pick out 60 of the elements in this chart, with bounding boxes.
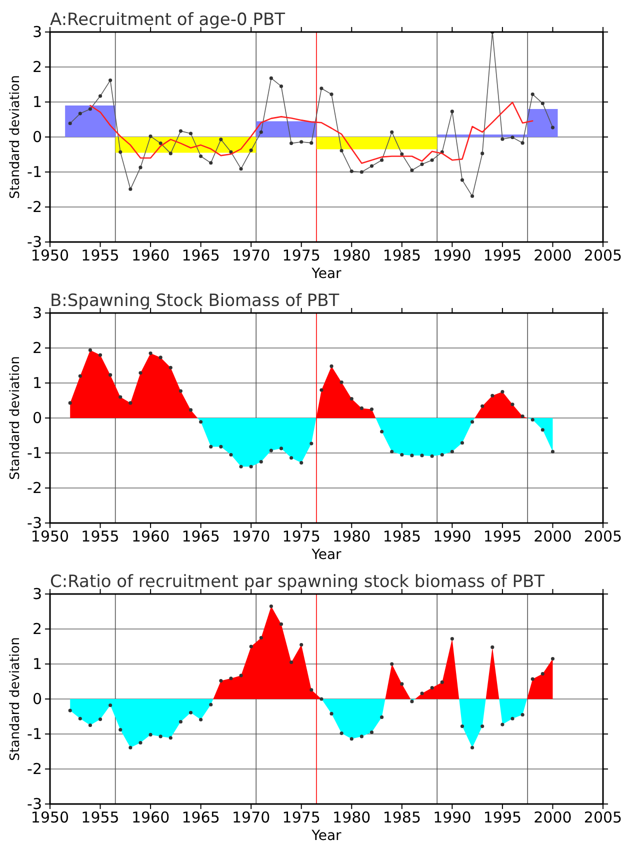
x-axis-title: Year: [310, 547, 342, 563]
x-tick-label: 1990: [433, 528, 472, 546]
x-tick-label: 2005: [584, 808, 622, 827]
y-tick-label: -1: [27, 724, 42, 743]
y-tick-label: 0: [32, 128, 42, 146]
x-tick-label: 1970: [232, 246, 270, 265]
x-tick-label: 1975: [282, 808, 320, 827]
x-tick-label: 2005: [584, 246, 622, 265]
y-axis-title: Standard deviation: [8, 637, 23, 761]
x-tick-label: 1985: [382, 808, 422, 827]
x-tick-label: 1980: [332, 246, 371, 265]
y-tick-label: 1: [32, 92, 42, 111]
x-tick-label: 1960: [131, 808, 170, 827]
y-tick-label: -2: [27, 478, 42, 497]
y-tick-label: 3: [32, 22, 42, 41]
chart-title: B:Spawning Stock Biomass of PBT: [50, 291, 340, 311]
x-tick-label: 1960: [131, 246, 170, 265]
y-axis-title: Standard deviation: [8, 75, 23, 199]
y-tick-label: 1: [32, 374, 42, 392]
y-axis-title: Standard deviation: [8, 356, 23, 480]
y-tick-label: -2: [27, 760, 42, 778]
x-tick-label: 1980: [332, 528, 371, 546]
x-tick-label: 1980: [332, 808, 371, 827]
y-tick-label: -2: [27, 198, 42, 216]
x-tick-label: 1995: [483, 246, 522, 265]
y-tick-label: 0: [32, 408, 42, 427]
y-tick-label: 0: [32, 690, 42, 708]
y-tick-label: 2: [32, 338, 42, 357]
chart-title: A:Recruitment of age-0 PBT: [50, 10, 286, 30]
y-tick-label: -1: [27, 162, 42, 181]
x-tick-label: 1965: [182, 246, 220, 265]
x-tick-label: 2000: [534, 246, 572, 265]
x-tick-label: 1960: [131, 528, 170, 546]
x-tick-label: 1965: [182, 808, 220, 827]
x-tick-label: 1955: [81, 808, 120, 827]
x-tick-label: 2005: [584, 528, 622, 546]
x-tick-label: 1985: [382, 528, 422, 546]
x-axis-title: Year: [310, 266, 342, 282]
x-tick-label: 1970: [232, 808, 270, 827]
x-tick-label: 1995: [483, 528, 522, 546]
x-tick-label: 1990: [433, 246, 472, 265]
x-tick-label: 1990: [433, 808, 472, 827]
x-tick-label: 1975: [282, 246, 320, 265]
x-tick-label: 1955: [81, 246, 120, 265]
y-tick-label: 2: [32, 620, 42, 638]
x-tick-label: 1995: [483, 808, 522, 827]
x-tick-label: 2000: [534, 808, 572, 827]
y-tick-label: 3: [32, 304, 42, 322]
y-tick-label: -1: [27, 444, 42, 462]
y-tick-label: 3: [32, 584, 42, 603]
x-axis-title: Year: [310, 828, 342, 843]
x-tick-label: 1985: [382, 246, 422, 265]
x-tick-label: 1965: [182, 528, 220, 546]
x-tick-label: 1970: [232, 528, 270, 546]
x-tick-label: 1975: [282, 528, 320, 546]
y-tick-label: 1: [32, 654, 42, 673]
x-tick-label: 2000: [534, 528, 572, 546]
x-tick-label: 1955: [81, 528, 120, 546]
y-tick-label: 2: [32, 58, 42, 76]
chart-title: C:Ratio of recruitment par spawning stock biomass of PBT: [50, 572, 546, 592]
